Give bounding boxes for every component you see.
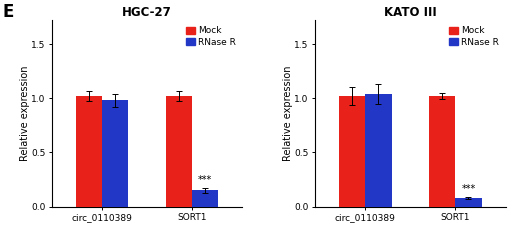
Title: KATO III: KATO III [384,6,437,19]
Bar [339,96,365,207]
Bar [192,190,218,207]
Bar [365,94,392,207]
Bar [76,96,102,207]
Legend: Mock, RNase R: Mock, RNase R [184,25,238,49]
Bar [166,96,192,207]
Y-axis label: Relative expression: Relative expression [20,66,29,161]
Bar [455,198,481,207]
Title: HGC-27: HGC-27 [122,6,172,19]
Text: E: E [3,3,14,20]
Legend: Mock, RNase R: Mock, RNase R [447,25,501,49]
Text: ***: *** [461,184,476,194]
Bar [102,100,128,207]
Bar [429,96,455,207]
Y-axis label: Relative expression: Relative expression [283,66,293,161]
Text: ***: *** [198,175,212,185]
